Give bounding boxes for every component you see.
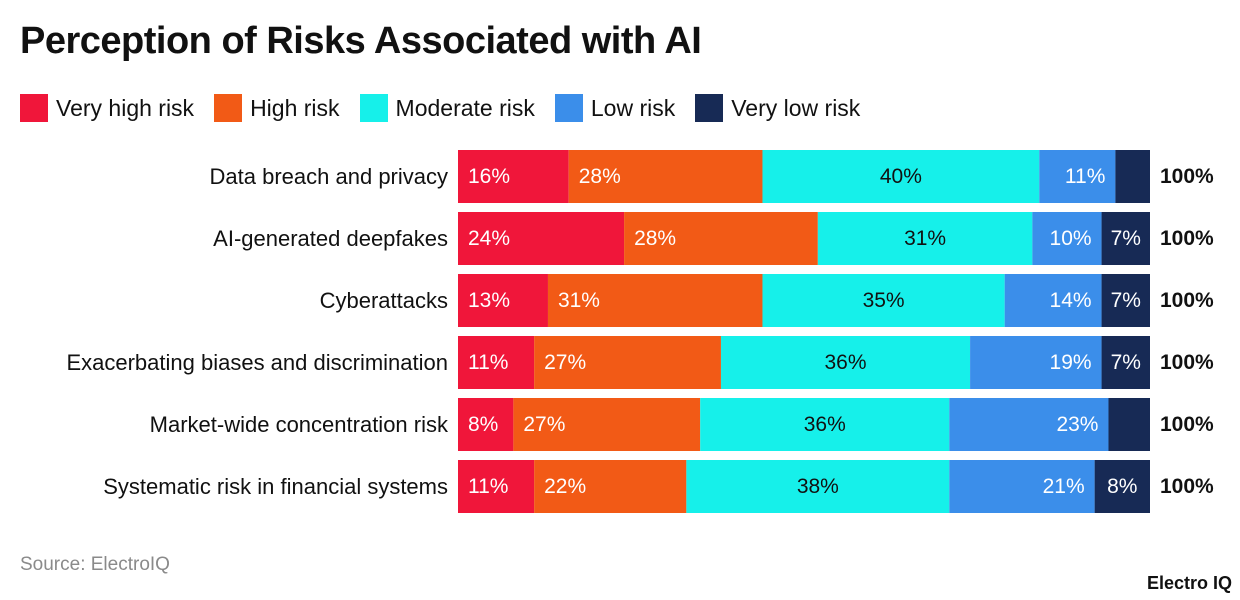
- bar-market-wide-concentration-risk-low-risk: [949, 398, 1109, 451]
- legend-item-moderate-risk: Moderate risk: [359, 94, 535, 122]
- data-label-systematic-risk-in-financial-systems-low-risk: 21%: [1043, 475, 1085, 498]
- bar-systematic-risk-in-financial-systems-very-high-risk: [458, 460, 535, 513]
- data-label-market-wide-concentration-risk-high-risk: 27%: [523, 413, 565, 436]
- legend-item-very-low-risk: Very low risk: [695, 94, 860, 122]
- legend-swatch-high-risk: [214, 94, 243, 122]
- bar-exacerbating-biases-and-discrimination-very-low-risk: [1101, 336, 1150, 389]
- bar-systematic-risk-in-financial-systems-low-risk: [949, 460, 1095, 513]
- data-label-exacerbating-biases-and-discrimination-moderate-risk: 36%: [825, 351, 867, 374]
- bar-systematic-risk-in-financial-systems-moderate-risk: [686, 460, 950, 513]
- legend-swatch-moderate-risk: [359, 94, 388, 122]
- data-label-ai-generated-deepfakes-high-risk: 28%: [634, 227, 676, 250]
- legend-label-very-high-risk: Very high risk: [56, 94, 195, 121]
- category-label-data-breach-and-privacy: Data breach and privacy: [210, 164, 448, 189]
- legend-item-very-high-risk: Very high risk: [20, 94, 194, 122]
- total-label-systematic-risk-in-financial-systems: 100%: [1160, 475, 1214, 498]
- data-label-ai-generated-deepfakes-moderate-risk: 31%: [904, 227, 946, 250]
- legend-swatch-very-low-risk: [695, 94, 724, 122]
- bar-cyberattacks-high-risk: [547, 274, 763, 327]
- bar-data-breach-and-privacy-very-low-risk: [1115, 150, 1150, 203]
- bar-data-breach-and-privacy-moderate-risk: [762, 150, 1040, 203]
- bar-ai-generated-deepfakes-low-risk: [1032, 212, 1102, 265]
- data-label-data-breach-and-privacy-very-high-risk: 16%: [468, 165, 510, 188]
- bar-cyberattacks-very-low-risk: [1101, 274, 1150, 327]
- data-label-market-wide-concentration-risk-low-risk: 23%: [1056, 413, 1098, 436]
- bar-ai-generated-deepfakes-high-risk: [624, 212, 818, 265]
- bar-ai-generated-deepfakes-very-low-risk: [1101, 212, 1150, 265]
- bar-exacerbating-biases-and-discrimination-high-risk: [534, 336, 721, 389]
- legend-label-low-risk: Low risk: [590, 94, 676, 121]
- legend-label-high-risk: High risk: [250, 94, 340, 121]
- data-label-cyberattacks-very-high-risk: 13%: [468, 289, 510, 312]
- data-label-exacerbating-biases-and-discrimination-high-risk: 27%: [544, 351, 586, 374]
- data-label-ai-generated-deepfakes-low-risk: 10%: [1050, 227, 1092, 250]
- data-label-data-breach-and-privacy-high-risk: 28%: [579, 165, 621, 188]
- data-label-systematic-risk-in-financial-systems-very-low-risk: 8%: [1107, 475, 1137, 498]
- bar-cyberattacks-moderate-risk: [762, 274, 1005, 327]
- data-label-cyberattacks-very-low-risk: 7%: [1111, 289, 1141, 312]
- category-label-exacerbating-biases-and-discrimination: Exacerbating biases and discrimination: [66, 350, 448, 375]
- bar-systematic-risk-in-financial-systems-very-low-risk: [1094, 460, 1150, 513]
- total-label-exacerbating-biases-and-discrimination: 100%: [1160, 351, 1214, 374]
- total-label-market-wide-concentration-risk: 100%: [1160, 413, 1214, 436]
- category-label-ai-generated-deepfakes: AI-generated deepfakes: [213, 226, 448, 251]
- bar-market-wide-concentration-risk-very-high-risk: [458, 398, 514, 451]
- source-note: Source: ElectroIQ: [20, 554, 170, 575]
- data-label-ai-generated-deepfakes-very-high-risk: 24%: [468, 227, 510, 250]
- bar-ai-generated-deepfakes-very-high-risk: [458, 212, 625, 265]
- data-label-data-breach-and-privacy-moderate-risk: 40%: [880, 165, 922, 188]
- legend: Very high risk High risk Moderate risk L…: [20, 92, 880, 124]
- bar-exacerbating-biases-and-discrimination-very-high-risk: [458, 336, 535, 389]
- bar-data-breach-and-privacy-very-high-risk: [458, 150, 569, 203]
- data-label-exacerbating-biases-and-discrimination-very-high-risk: 11%: [468, 351, 508, 374]
- legend-label-moderate-risk: Moderate risk: [395, 94, 535, 121]
- data-label-systematic-risk-in-financial-systems-moderate-risk: 38%: [797, 475, 839, 498]
- legend-item-low-risk: Low risk: [554, 94, 676, 122]
- data-label-cyberattacks-moderate-risk: 35%: [863, 289, 905, 312]
- legend-label-very-low-risk: Very low risk: [731, 94, 861, 121]
- bar-exacerbating-biases-and-discrimination-low-risk: [970, 336, 1102, 389]
- bar-data-breach-and-privacy-low-risk: [1039, 150, 1116, 203]
- legend-item-high-risk: High risk: [214, 94, 340, 122]
- bar-data-breach-and-privacy-high-risk: [568, 150, 763, 203]
- total-label-data-breach-and-privacy: 100%: [1160, 165, 1214, 188]
- data-label-market-wide-concentration-risk-very-high-risk: 8%: [468, 413, 498, 436]
- category-label-systematic-risk-in-financial-systems: Systematic risk in financial systems: [103, 474, 448, 499]
- bar-cyberattacks-very-high-risk: [458, 274, 548, 327]
- legend-swatch-very-high-risk: [20, 94, 48, 122]
- data-label-systematic-risk-in-financial-systems-high-risk: 22%: [544, 475, 586, 498]
- bar-ai-generated-deepfakes-moderate-risk: [817, 212, 1033, 265]
- category-label-cyberattacks: Cyberattacks: [320, 288, 448, 313]
- bar-cyberattacks-low-risk: [1004, 274, 1102, 327]
- data-label-systematic-risk-in-financial-systems-very-high-risk: 11%: [468, 475, 508, 498]
- total-label-ai-generated-deepfakes: 100%: [1160, 227, 1214, 250]
- legend-swatch-low-risk: [554, 94, 583, 122]
- brand-logo: Electro IQ: [1146, 573, 1232, 593]
- bar-market-wide-concentration-risk-high-risk: [513, 398, 701, 451]
- bar-market-wide-concentration-risk-moderate-risk: [700, 398, 950, 451]
- bar-market-wide-concentration-risk-very-low-risk: [1108, 398, 1150, 451]
- chart-title: Perception of Risks Associated with AI: [20, 20, 702, 62]
- data-label-cyberattacks-high-risk: 31%: [558, 289, 600, 312]
- data-label-market-wide-concentration-risk-moderate-risk: 36%: [804, 413, 846, 436]
- data-label-ai-generated-deepfakes-very-low-risk: 7%: [1111, 227, 1141, 250]
- bar-exacerbating-biases-and-discrimination-moderate-risk: [720, 336, 971, 389]
- data-label-exacerbating-biases-and-discrimination-very-low-risk: 7%: [1111, 351, 1141, 374]
- data-label-cyberattacks-low-risk: 14%: [1050, 289, 1092, 312]
- data-label-exacerbating-biases-and-discrimination-low-risk: 19%: [1050, 351, 1092, 374]
- bar-systematic-risk-in-financial-systems-high-risk: [534, 460, 687, 513]
- data-label-data-breach-and-privacy-low-risk: 11%: [1065, 165, 1105, 188]
- total-label-cyberattacks: 100%: [1160, 289, 1214, 312]
- category-label-market-wide-concentration-risk: Market-wide concentration risk: [150, 412, 449, 437]
